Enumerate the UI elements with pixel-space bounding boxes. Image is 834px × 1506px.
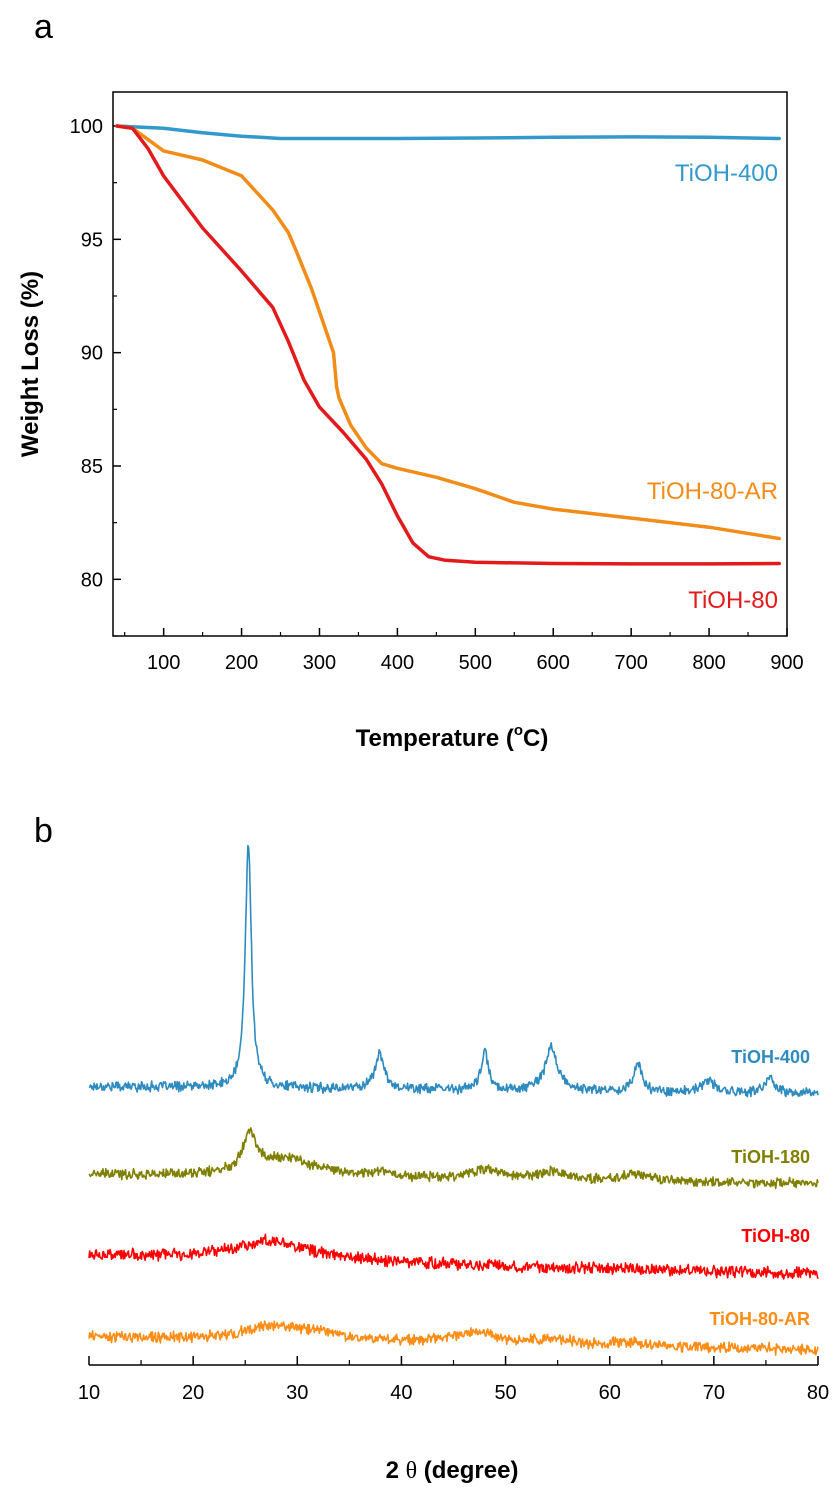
panel-b-chart: 10 20 30 40 50 60 70 80 2 θ (degree) TiOH-400 T… (78, 844, 829, 1484)
a-ytick-label: 100 (70, 116, 103, 138)
a-xtick-label: 100 (147, 652, 180, 674)
a-xtick-label: 300 (303, 652, 336, 674)
b-xtick-label: 60 (599, 1382, 621, 1404)
series-label-tioh-80: TiOH-80 (688, 587, 778, 614)
panel-b-series (88, 844, 819, 1356)
b-xtick-label: 50 (494, 1382, 516, 1404)
a-ytick-label: 90 (81, 343, 103, 365)
series-label-b-tioh-80-ar: TiOH-80-AR (709, 1309, 810, 1329)
xrd-line-tioh-180 (88, 1127, 819, 1190)
a-xtick-label: 500 (459, 652, 492, 674)
series-label-b-tioh-400: TiOH-400 (731, 1047, 810, 1067)
a-ytick-label: 95 (81, 229, 103, 251)
panel-b-ticks: 10 20 30 40 50 60 70 80 (78, 1356, 829, 1404)
panel-a-frame (112, 91, 788, 637)
a-xtick-label: 800 (692, 652, 725, 674)
b-xtick-label: 30 (286, 1382, 308, 1404)
panel-a-ylabel: Weight Loss (%) (17, 271, 44, 457)
xrd-line-tioh-80-ar (88, 1320, 819, 1356)
panel-a-series (115, 124, 781, 566)
panel-a-chart: 100 200 300 400 500 600 700 800 900 80 85 90 95 100 W… (17, 91, 804, 752)
series-line-tioh-80 (115, 124, 781, 566)
series-label-tioh-400: TiOH-400 (675, 160, 778, 187)
b-xtick-label: 20 (182, 1382, 204, 1404)
b-xtick-label: 70 (703, 1382, 725, 1404)
panel-a-xlabel: Temperature (oC) (356, 722, 549, 752)
series-label-b-tioh-180: TiOH-180 (731, 1147, 810, 1167)
series-line-tioh-400 (115, 124, 781, 141)
panel-a-label: a (34, 8, 53, 46)
series-line-tioh-80-ar (115, 124, 781, 541)
a-xtick-label: 700 (614, 652, 647, 674)
b-xtick-label: 40 (390, 1382, 412, 1404)
a-ytick-label: 85 (81, 456, 103, 478)
panel-b-xlabel: 2 θ (degree) (386, 1457, 519, 1484)
xrd-line-tioh-400 (88, 844, 819, 1098)
b-xtick-label: 10 (78, 1382, 100, 1404)
series-label-tioh-80-ar: TiOH-80-AR (647, 478, 778, 505)
b-xtick-label: 80 (807, 1382, 829, 1404)
a-xtick-label: 600 (537, 652, 570, 674)
a-xtick-label: 200 (225, 652, 258, 674)
xrd-line-tioh-80 (88, 1233, 819, 1280)
a-xtick-label: 900 (770, 652, 803, 674)
panel-b-label: b (34, 812, 53, 850)
a-ytick-label: 80 (81, 569, 103, 591)
panel-a-ticks: 100 200 300 400 500 600 700 800 900 80 85 90 95 100 (70, 116, 804, 674)
series-label-b-tioh-80: TiOH-80 (741, 1226, 810, 1246)
a-xtick-label: 400 (381, 652, 414, 674)
